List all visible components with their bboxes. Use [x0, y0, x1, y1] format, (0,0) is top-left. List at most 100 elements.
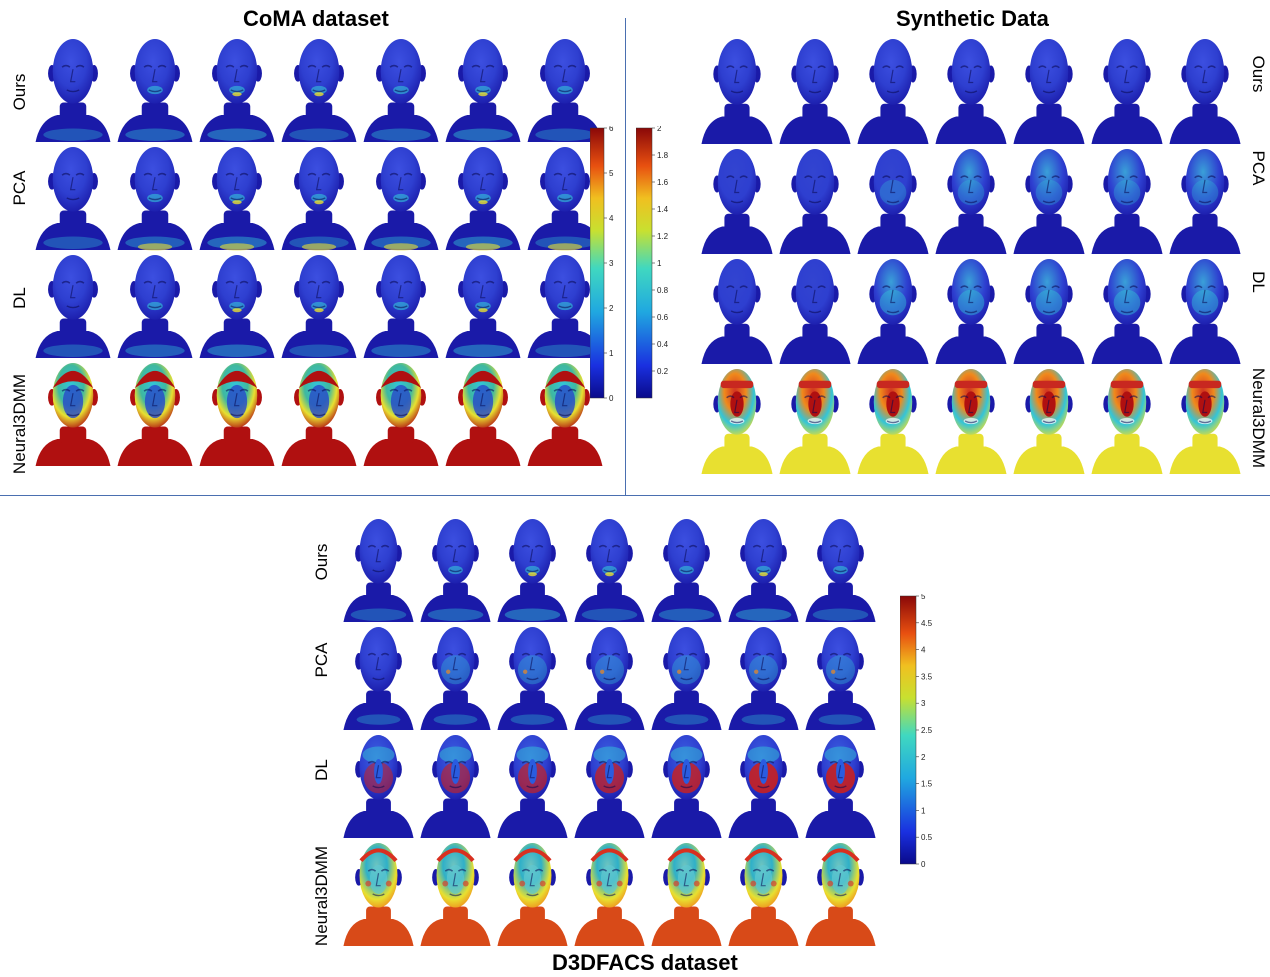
- d3dfacs-head-neural3dmm-2: [420, 843, 491, 946]
- coma-head-neural3dmm-6: [445, 363, 521, 466]
- coma-head-neural3dmm-3: [199, 363, 275, 466]
- synthetic-head-ours-6: [1091, 39, 1163, 144]
- d3dfacs-head-ours-5: [651, 519, 722, 622]
- d3dfacs-head-ours-1: [343, 519, 414, 622]
- synthetic-title: Synthetic Data: [896, 6, 1049, 31]
- synthetic-colorbar-tick: 1: [657, 259, 662, 268]
- d3dfacs-head-grid: [342, 518, 881, 950]
- d3dfacs-head-neural3dmm-4: [574, 843, 645, 946]
- d3dfacs-head-pca-2: [420, 627, 491, 730]
- coma-head-dl-6: [445, 255, 521, 358]
- d3dfacs-colorbar-tick: 0.5: [921, 833, 933, 842]
- d3dfacs-head-pca-7: [805, 627, 876, 730]
- d3dfacs-head-neural3dmm-5: [651, 843, 722, 946]
- synthetic-row-label-pca: PCA: [1249, 150, 1268, 186]
- d3dfacs-head-dl-4: [574, 735, 645, 838]
- synthetic-colorbar-tick: 0.4: [657, 340, 669, 349]
- coma-head-dl-4: [281, 255, 357, 358]
- d3dfacs-head-dl-6: [728, 735, 799, 838]
- d3dfacs-colorbar-tick: 2: [921, 753, 926, 762]
- d3dfacs-head-ours-6: [728, 519, 799, 622]
- synthetic-heads-svg: [701, 39, 1241, 474]
- d3dfacs-row-label-dl: DL: [312, 759, 331, 781]
- d3dfacs-colorbar-tick: 3.5: [921, 672, 933, 681]
- d3dfacs-colorbar-tick: 0: [921, 860, 926, 869]
- coma-head-neural3dmm-7: [527, 363, 603, 466]
- synthetic-head-dl-3: [857, 259, 929, 364]
- d3dfacs-head-ours-7: [805, 519, 876, 622]
- synthetic-head-neural3dmm-1: [701, 369, 773, 474]
- d3dfacs-colorbar-tick: 1.5: [921, 780, 933, 789]
- coma-colorbar-tick: 3: [609, 259, 614, 268]
- synthetic-head-pca-3: [857, 149, 929, 254]
- synthetic-row-label-dl: DL: [1249, 271, 1268, 293]
- coma-head-ours-1: [35, 39, 111, 142]
- d3dfacs-head-dl-1: [343, 735, 414, 838]
- synthetic-head-pca-5: [1013, 149, 1085, 254]
- coma-head-dl-3: [199, 255, 275, 358]
- d3dfacs-head-neural3dmm-3: [497, 843, 568, 946]
- synthetic-head-ours-5: [1013, 39, 1085, 144]
- coma-colorbar-tick: 2: [609, 304, 614, 313]
- synthetic-head-dl-5: [1013, 259, 1085, 364]
- synthetic-head-dl-1: [701, 259, 773, 364]
- d3dfacs-colorbar: 0 0.5 1 1.5 2 2.5 3 3.5 4 4.5 5: [900, 594, 946, 870]
- coma-head-dl-1: [35, 255, 111, 358]
- d3dfacs-head-ours-4: [574, 519, 645, 622]
- coma-head-dl-2: [117, 255, 193, 358]
- synthetic-head-pca-1: [701, 149, 773, 254]
- synthetic-colorbar-tick: 1.2: [657, 232, 669, 241]
- d3dfacs-colorbar-svg: 0 0.5 1 1.5 2 2.5 3 3.5 4 4.5 5: [900, 594, 933, 869]
- coma-head-ours-4: [281, 39, 357, 142]
- synthetic-head-ours-4: [935, 39, 1007, 144]
- coma-row-label-neural3dmm: Neural3DMM: [10, 373, 29, 475]
- synthetic-head-neural3dmm-2: [779, 369, 851, 474]
- d3dfacs-row-label-ours: Ours: [312, 543, 331, 581]
- coma-head-neural3dmm-1: [35, 363, 111, 466]
- synthetic-head-dl-2: [779, 259, 851, 364]
- coma-head-grid: [34, 38, 608, 470]
- synthetic-colorbar-tick: 1.8: [657, 151, 669, 160]
- d3dfacs-heads-svg: [343, 519, 876, 946]
- synthetic-head-neural3dmm-7: [1169, 369, 1241, 474]
- coma-colorbar-tick: 5: [609, 169, 614, 178]
- horizontal-divider: [0, 495, 1270, 496]
- synthetic-colorbar-tick: 1.6: [657, 178, 669, 187]
- synthetic-colorbar-tick: 1.4: [657, 205, 669, 214]
- synthetic-colorbar-tick: 0.8: [657, 286, 669, 295]
- synthetic-row-label-neural3dmm: Neural3DMM: [1249, 367, 1268, 469]
- d3dfacs-colorbar-tick: 5: [921, 594, 926, 601]
- d3dfacs-row-label-neural3dmm: Neural3DMM: [312, 845, 331, 947]
- coma-colorbar-tick: 0: [609, 394, 614, 403]
- synthetic-head-ours-1: [701, 39, 773, 144]
- coma-head-ours-2: [117, 39, 193, 142]
- coma-title: CoMA dataset: [243, 6, 389, 31]
- d3dfacs-head-neural3dmm-6: [728, 843, 799, 946]
- coma-colorbar-svg: 0 1 2 3 4 5 6: [590, 126, 614, 403]
- synthetic-colorbar: 0.2 0.4 0.6 0.8 1 1.2 1.4 1.6 1.8 2: [636, 126, 682, 404]
- d3dfacs-head-dl-3: [497, 735, 568, 838]
- d3dfacs-head-pca-4: [574, 627, 645, 730]
- d3dfacs-head-pca-3: [497, 627, 568, 730]
- d3dfacs-colorbar-tick: 1: [921, 806, 926, 815]
- coma-head-pca-4: [281, 147, 357, 251]
- d3dfacs-head-dl-7: [805, 735, 876, 838]
- synthetic-head-pca-2: [779, 149, 851, 254]
- coma-head-neural3dmm-4: [281, 363, 357, 466]
- d3dfacs-colorbar-tick: 4: [921, 646, 926, 655]
- coma-head-pca-2: [117, 147, 193, 251]
- coma-head-neural3dmm-2: [117, 363, 193, 466]
- coma-head-pca-5: [363, 147, 439, 251]
- coma-head-pca-1: [35, 147, 111, 250]
- synthetic-head-dl-7: [1169, 259, 1241, 364]
- d3dfacs-title: D3DFACS dataset: [552, 950, 738, 975]
- synthetic-head-ours-3: [857, 39, 929, 144]
- synthetic-row-label-ours: Ours: [1249, 55, 1268, 93]
- synthetic-head-neural3dmm-4: [935, 369, 1007, 474]
- coma-head-pca-7: [527, 147, 603, 251]
- synthetic-colorbar-tick: 0.2: [657, 367, 669, 376]
- synthetic-head-dl-4: [935, 259, 1007, 364]
- coma-head-neural3dmm-5: [363, 363, 439, 466]
- coma-head-ours-6: [445, 39, 521, 142]
- coma-row-label-dl: DL: [10, 287, 29, 309]
